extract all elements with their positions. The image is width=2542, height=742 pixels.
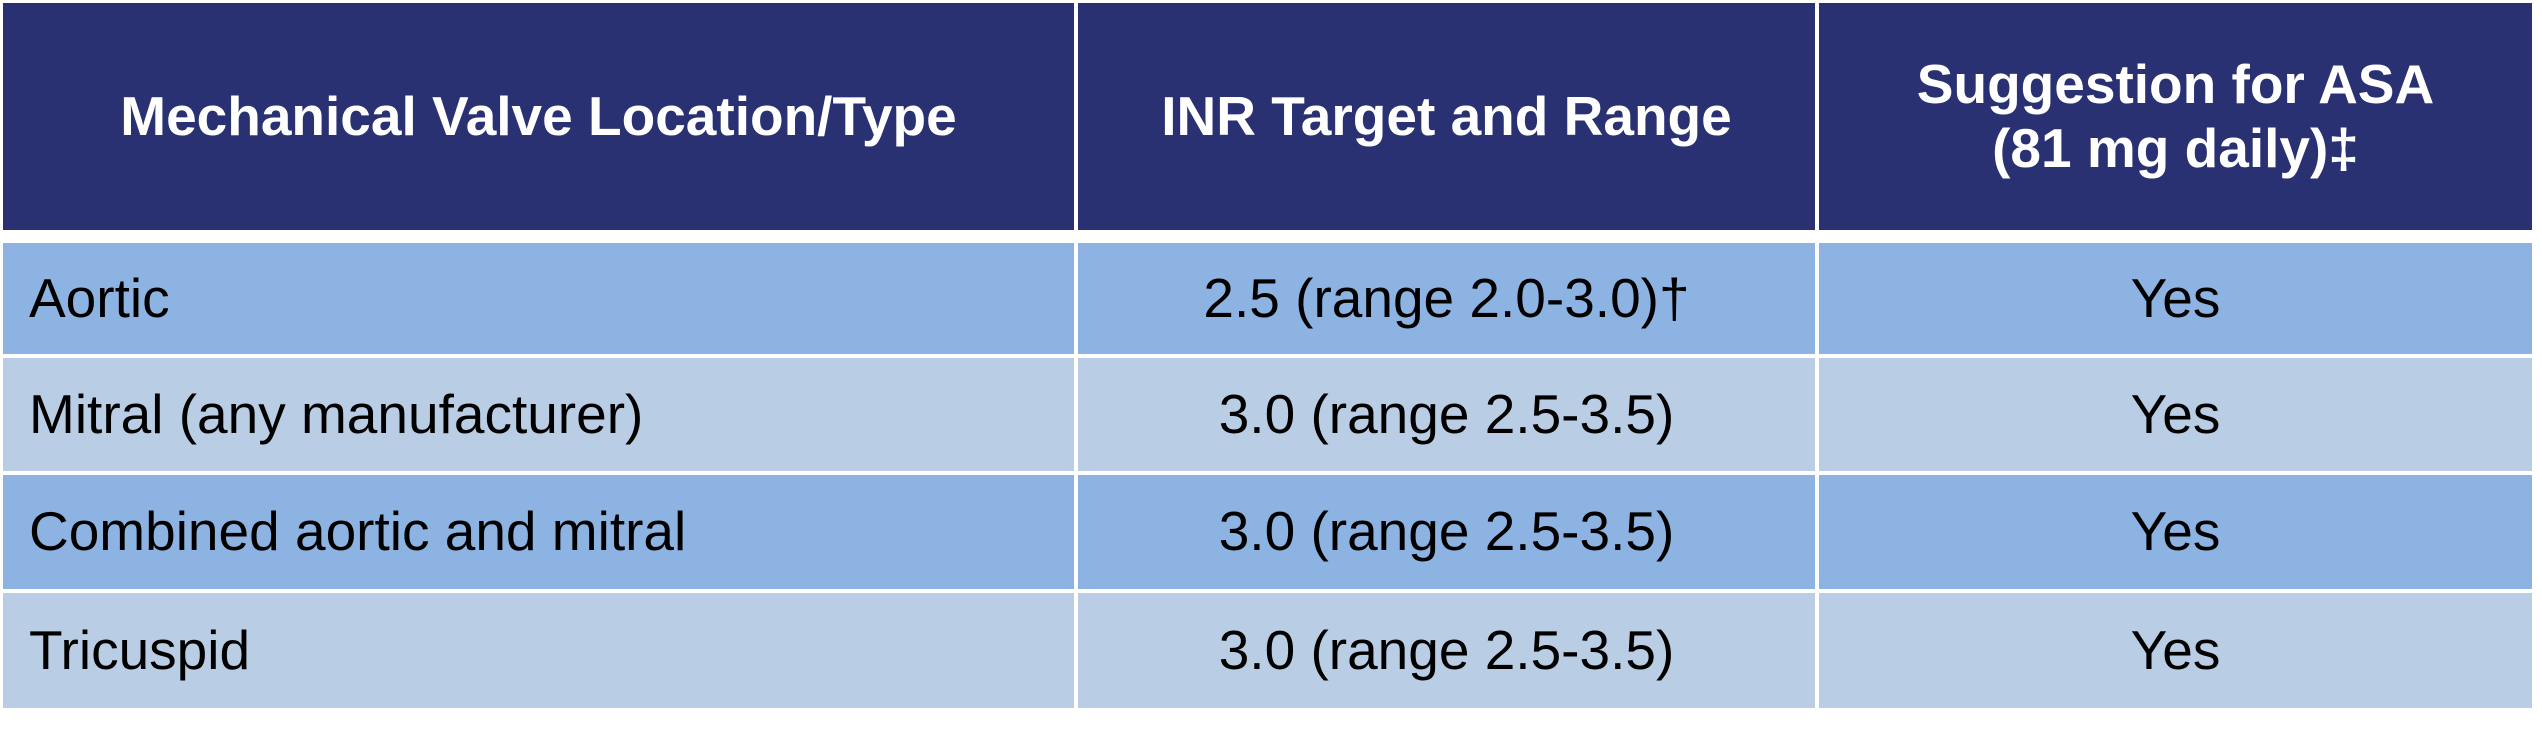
table-cell: Combined aortic and mitral — [3, 475, 1074, 589]
table-cell: Yes — [1819, 593, 2532, 708]
table-cell: Yes — [1819, 358, 2532, 471]
table-cell: 3.0 (range 2.5-3.5) — [1078, 358, 1815, 471]
table-cell: Yes — [1819, 243, 2532, 354]
header-cell: Suggestion for ASA (81 mg daily)‡ — [1819, 3, 2532, 230]
header-cell: INR Target and Range — [1078, 3, 1815, 230]
header-cell: Mechanical Valve Location/Type — [3, 3, 1074, 230]
table-cell: 3.0 (range 2.5-3.5) — [1078, 475, 1815, 589]
table-cell: Yes — [1819, 475, 2532, 589]
table-cell: 3.0 (range 2.5-3.5) — [1078, 593, 1815, 708]
table-cell: Tricuspid — [3, 593, 1074, 708]
table-cell: Aortic — [3, 243, 1074, 354]
table-cell: Mitral (any manufacturer) — [3, 358, 1074, 471]
table-cell: 2.5 (range 2.0-3.0)† — [1078, 243, 1815, 354]
